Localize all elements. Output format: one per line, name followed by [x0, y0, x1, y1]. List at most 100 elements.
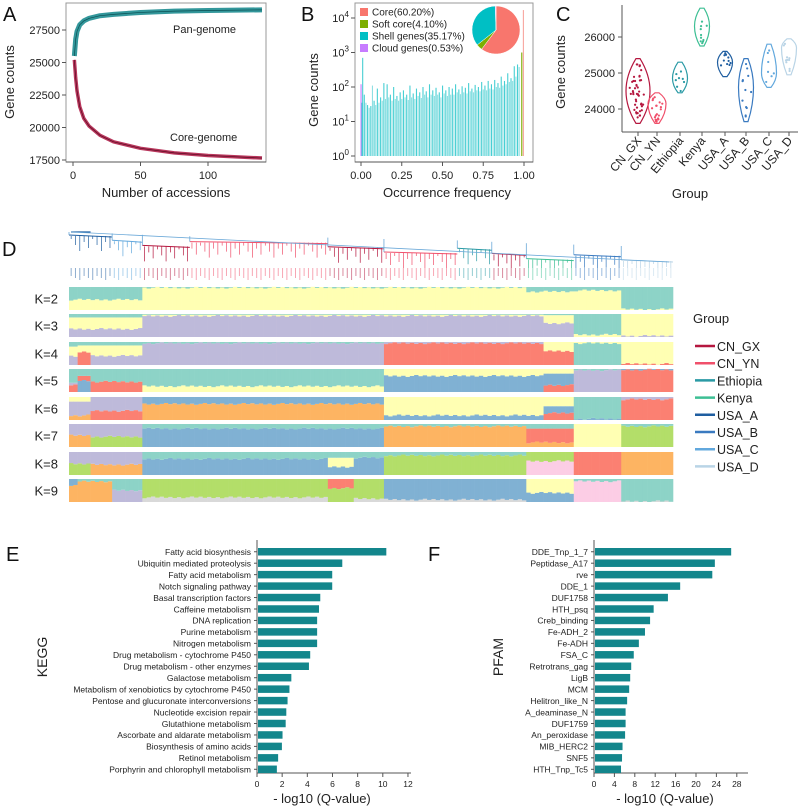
ancestry-bar	[340, 342, 346, 365]
ancestry-bar	[362, 369, 367, 387]
ancestry-bar	[565, 443, 570, 447]
ancestry-bar	[323, 479, 329, 497]
ancestry-bar	[327, 387, 333, 392]
ancestry-bar	[267, 496, 273, 502]
data-point	[661, 102, 664, 105]
ancestry-bar	[232, 404, 238, 420]
ancestry-bar	[185, 314, 191, 315]
ancestry-bar	[73, 356, 78, 365]
ancestry-bar	[383, 424, 389, 427]
ancestry-bar	[284, 314, 290, 315]
ancestry-bar	[138, 424, 143, 438]
bar-shell	[404, 97, 406, 156]
ancestry-bar	[543, 287, 549, 291]
ancestry-bar	[362, 479, 367, 499]
ancestry-bar	[461, 375, 467, 392]
ancestry-bar	[608, 287, 613, 291]
ancestry-bar	[582, 452, 588, 475]
ancestry-bar	[81, 287, 87, 300]
ancestry-bar	[388, 343, 393, 365]
ancestry-bar	[237, 429, 242, 447]
ancestry-bar	[258, 314, 264, 315]
ancestry-bar	[232, 314, 238, 316]
ancestry-bar	[452, 343, 458, 365]
bar	[595, 628, 645, 636]
ancestry-bar	[582, 424, 588, 447]
data-point	[655, 104, 658, 107]
ancestry-bar	[578, 479, 583, 481]
ancestry-bar	[383, 287, 389, 310]
ancestry-bar	[371, 404, 376, 420]
ancestry-bar	[263, 342, 268, 365]
category-label: FSA_C	[561, 650, 588, 660]
ancestry-bar	[358, 452, 363, 458]
bar	[258, 765, 277, 774]
ancestry-bar	[228, 403, 234, 420]
ancestry-bar	[185, 497, 191, 502]
ancestry-bar	[491, 316, 497, 337]
ancestry-bar	[336, 424, 342, 429]
ancestry-bar	[487, 397, 493, 416]
bar-shell	[388, 97, 390, 156]
ancestry-bar	[125, 452, 130, 465]
ancestry-bar	[414, 397, 419, 415]
ancestry-bar	[73, 287, 78, 300]
ancestry-bar	[198, 452, 204, 460]
ancestry-bar	[271, 386, 277, 392]
bar-shell	[375, 105, 377, 156]
ancestry-bar	[155, 427, 160, 447]
ancestry-bar	[129, 342, 135, 346]
ancestry-bar	[388, 342, 393, 344]
data-point	[639, 103, 643, 106]
ancestry-bar	[556, 384, 562, 392]
ancestry-bar	[491, 426, 497, 447]
ancestry-bar	[504, 397, 510, 417]
bar-shell	[442, 85, 444, 156]
ancestry-bar	[431, 287, 437, 288]
ancestry-bar	[168, 288, 173, 310]
ancestry-bar	[142, 498, 147, 502]
ancestry-bar	[491, 455, 497, 475]
ancestry-bar	[168, 369, 173, 387]
ancestry-bar	[668, 424, 674, 426]
ancestry-bar	[448, 452, 454, 455]
ancestry-bar	[69, 463, 74, 475]
ancestry-bar	[116, 328, 122, 337]
ancestry-bar	[306, 385, 311, 392]
ancestry-bar	[474, 425, 480, 447]
ancestry-bar	[582, 481, 588, 502]
ancestry-bar	[142, 403, 147, 420]
ancestry-bar	[379, 288, 385, 310]
ancestry-bar	[612, 287, 618, 292]
ancestry-bar	[383, 479, 389, 499]
ancestry-bar	[276, 385, 281, 392]
ancestry-bar	[586, 452, 592, 475]
ancestry-bar	[422, 344, 428, 365]
ancestry-bar	[552, 397, 557, 407]
ancestry-bar	[220, 403, 225, 420]
ancestry-bar	[314, 385, 320, 392]
ancestry-bar	[586, 369, 592, 370]
legend-label: Shell genes(35.17%)	[372, 32, 465, 43]
ancestry-bar	[569, 323, 575, 337]
ancestry-bar	[69, 287, 74, 301]
ancestry-bar	[258, 459, 264, 475]
ancestry-bar	[293, 452, 298, 459]
y-tick-exponent: 3	[345, 45, 350, 54]
ancestry-bar	[155, 497, 160, 502]
ancestry-bar	[155, 404, 160, 420]
ancestry-bar	[409, 397, 415, 416]
category-label: Ubiquitin mediated proteolysis	[138, 558, 251, 568]
category-label: Porphyrin and chlorophyll metabolism	[109, 765, 251, 775]
category-label: Fe-ADH	[557, 639, 588, 649]
ancestry-bar	[552, 342, 557, 352]
ancestry-bar	[461, 316, 467, 337]
ancestry-bar	[280, 314, 286, 315]
ancestry-bar	[120, 437, 126, 447]
category-label: Notch signaling pathway	[159, 581, 252, 591]
ancestry-bar	[280, 497, 286, 502]
ancestry-bar	[301, 315, 307, 337]
ancestry-bar	[621, 424, 626, 426]
bar	[595, 685, 630, 693]
ancestry-bar	[431, 415, 437, 420]
